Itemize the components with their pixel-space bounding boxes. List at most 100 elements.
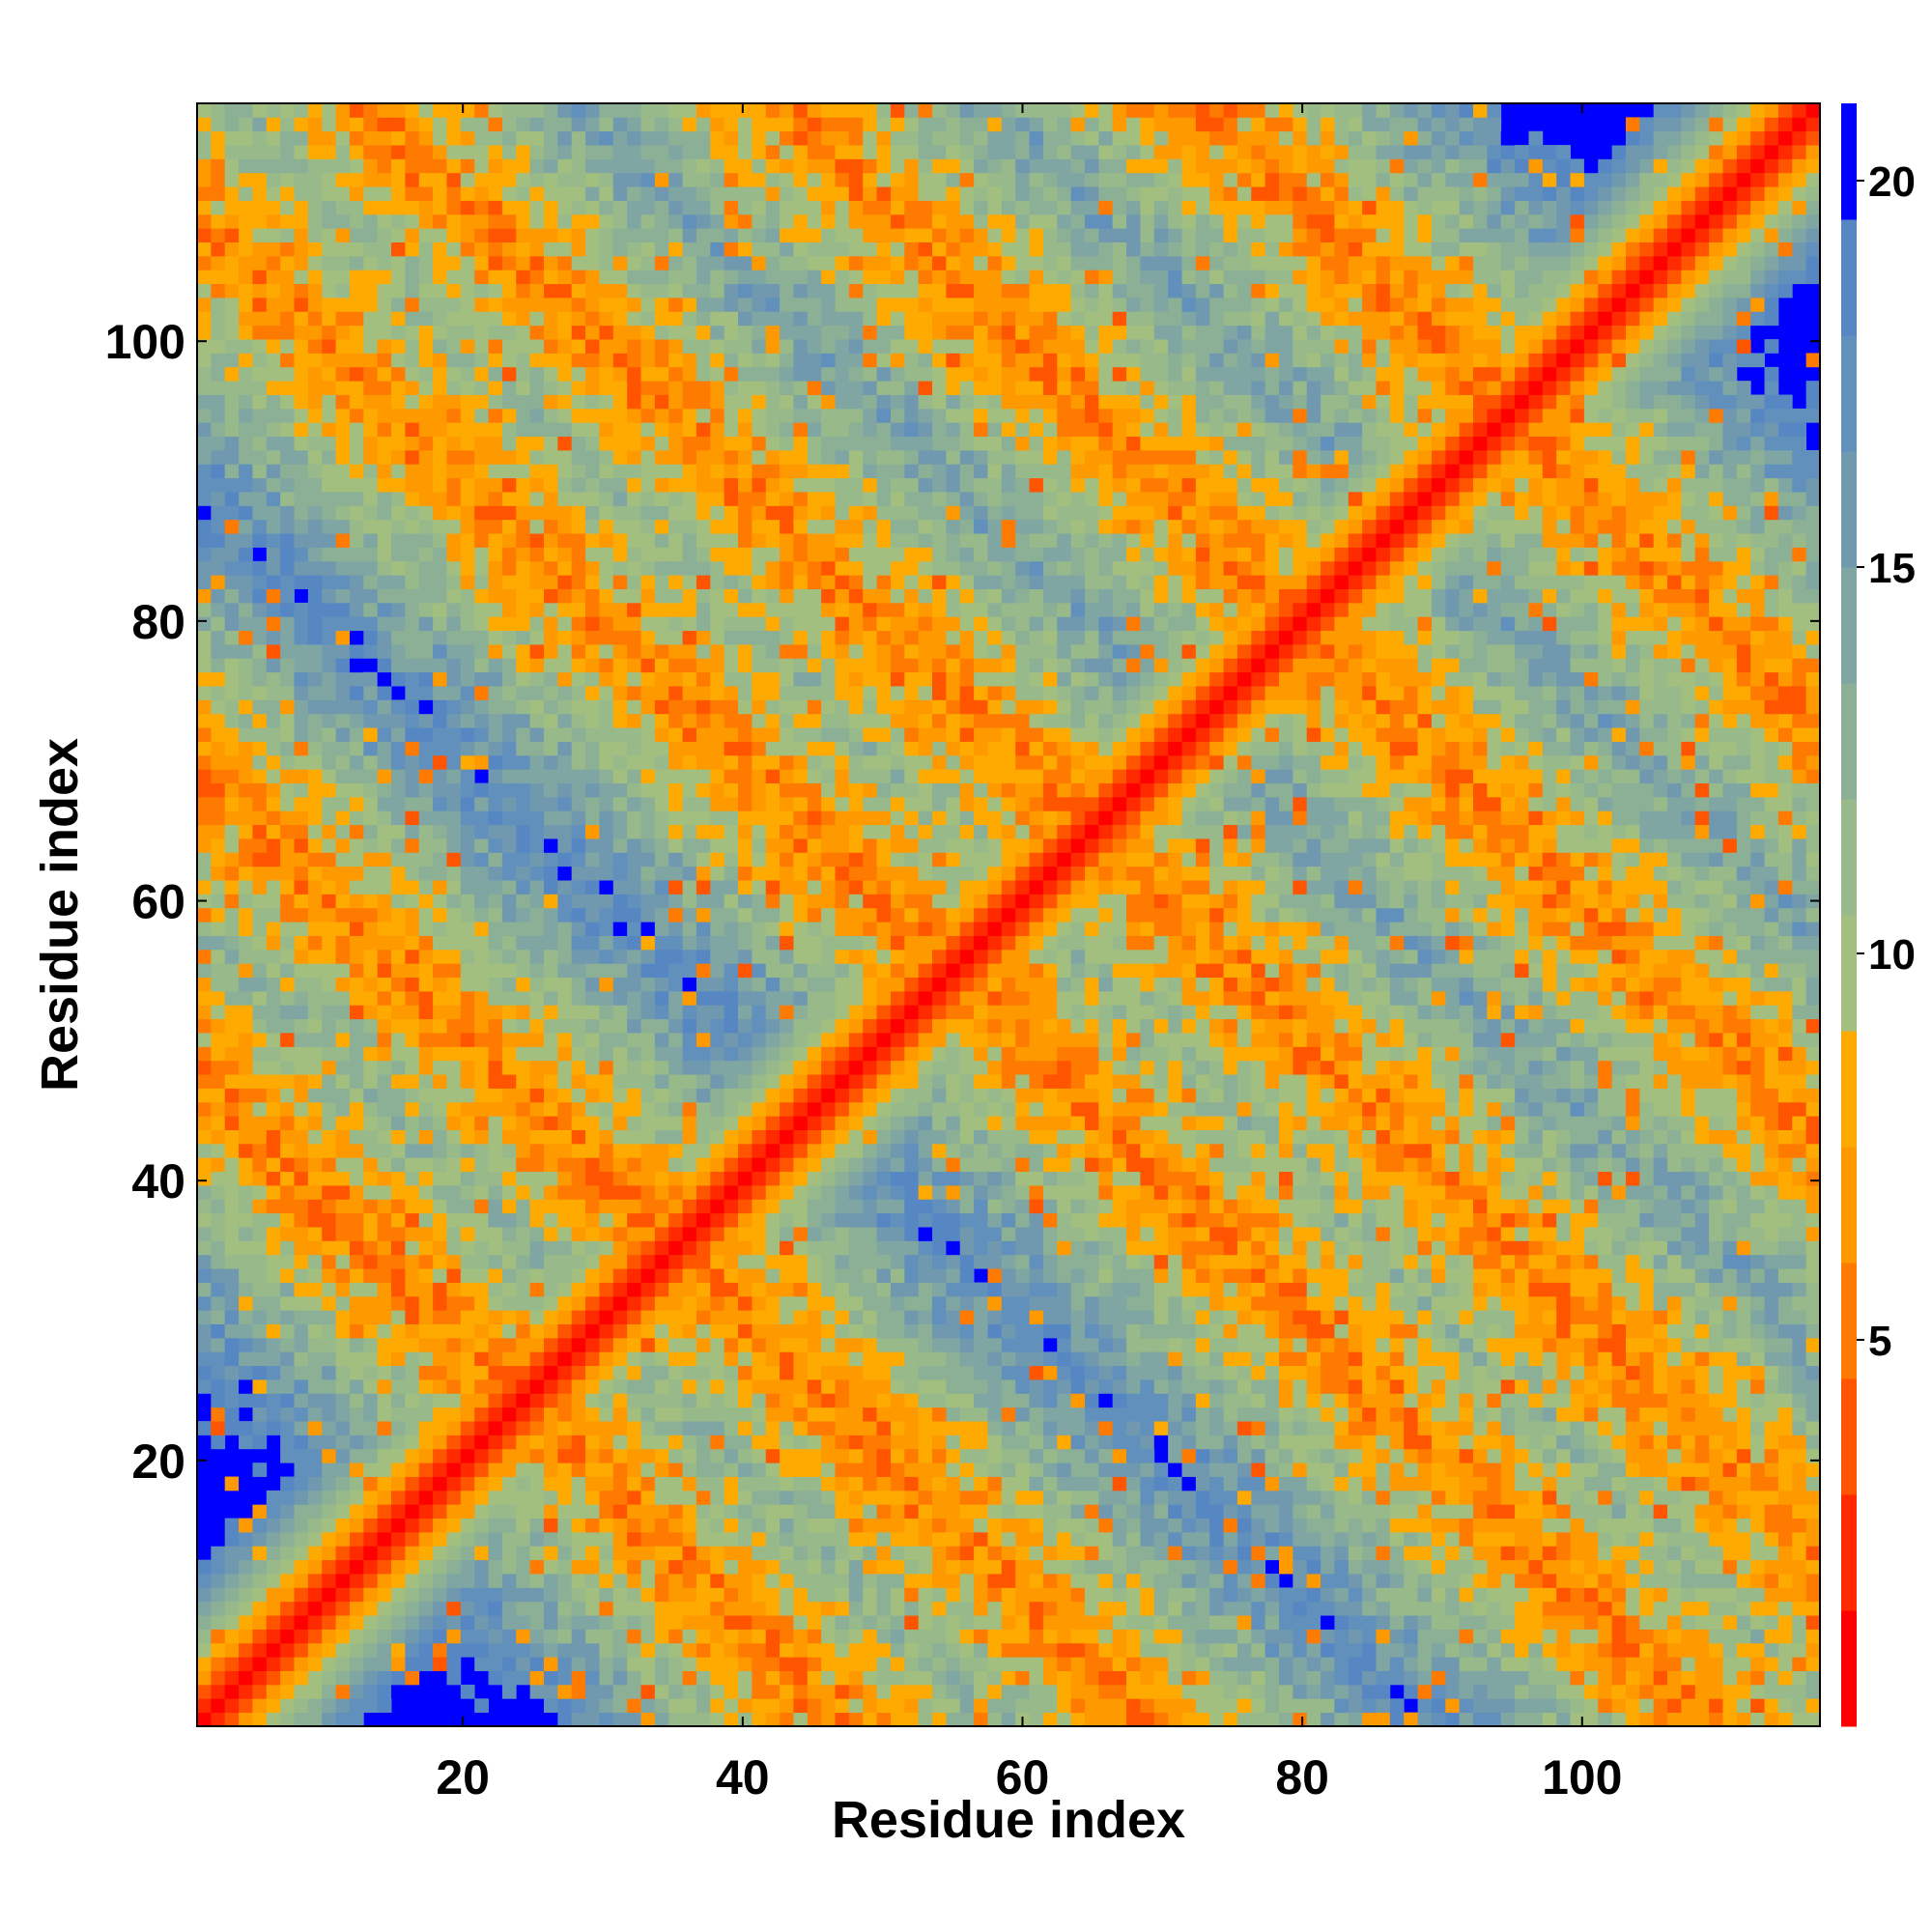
heatmap-cell bbox=[710, 907, 725, 923]
heatmap-cell bbox=[322, 1393, 336, 1408]
heatmap-cell bbox=[211, 492, 226, 506]
heatmap-cell bbox=[294, 907, 309, 923]
heatmap-cell bbox=[391, 713, 406, 728]
heatmap-cell bbox=[543, 1670, 558, 1686]
heatmap-cell bbox=[627, 671, 641, 687]
heatmap-cell bbox=[765, 1351, 781, 1367]
heatmap-cell bbox=[349, 796, 364, 811]
heatmap-cell bbox=[474, 1337, 489, 1352]
heatmap-cell bbox=[405, 1351, 420, 1367]
heatmap-cell bbox=[197, 270, 212, 285]
heatmap-cell bbox=[585, 671, 600, 687]
heatmap-cell bbox=[571, 117, 586, 132]
heatmap-cell bbox=[724, 658, 739, 673]
heatmap-cell bbox=[446, 519, 462, 534]
heatmap-cell bbox=[612, 1171, 628, 1186]
heatmap-cell bbox=[780, 1670, 794, 1686]
heatmap-cell bbox=[322, 796, 336, 811]
heatmap-cell bbox=[752, 1504, 767, 1520]
heatmap-cell bbox=[599, 1046, 614, 1062]
heatmap-cell bbox=[307, 1060, 323, 1075]
heatmap-cell bbox=[418, 1657, 434, 1671]
heatmap-cell bbox=[280, 1615, 295, 1630]
heatmap-cell bbox=[654, 1157, 669, 1173]
heatmap-cell bbox=[529, 1615, 545, 1630]
heatmap-cell bbox=[780, 671, 794, 687]
heatmap-cell bbox=[446, 381, 462, 395]
heatmap-cell bbox=[668, 1310, 683, 1324]
heatmap-cell bbox=[501, 1463, 517, 1477]
heatmap-cell bbox=[765, 1116, 781, 1130]
heatmap-cell bbox=[571, 727, 586, 742]
heatmap-cell bbox=[239, 1323, 253, 1339]
heatmap-cell bbox=[307, 1046, 323, 1062]
heatmap-cell bbox=[224, 963, 240, 979]
heatmap-cell bbox=[252, 1504, 268, 1520]
heatmap-cell bbox=[239, 1046, 253, 1062]
heatmap-cell bbox=[640, 796, 656, 811]
heatmap-cell bbox=[599, 1435, 614, 1450]
heatmap-cell bbox=[335, 436, 351, 451]
heatmap-cell bbox=[599, 1268, 614, 1283]
heatmap-cell bbox=[780, 838, 794, 853]
heatmap-cell bbox=[543, 1574, 558, 1588]
heatmap-cell bbox=[252, 394, 268, 410]
heatmap-cell bbox=[335, 464, 351, 479]
heatmap-cell bbox=[266, 1574, 281, 1588]
heatmap-cell bbox=[516, 519, 531, 534]
heatmap-cell bbox=[529, 1227, 545, 1241]
heatmap-cell bbox=[599, 1143, 614, 1158]
heatmap-cell bbox=[460, 492, 475, 506]
heatmap-cell bbox=[543, 602, 558, 617]
heatmap-cell bbox=[654, 1657, 669, 1671]
heatmap-cell bbox=[696, 270, 711, 285]
heatmap-cell bbox=[668, 436, 683, 451]
heatmap-cell bbox=[627, 533, 641, 548]
heatmap-cell bbox=[460, 533, 475, 548]
heatmap-cell bbox=[627, 1116, 641, 1130]
heatmap-cell bbox=[640, 824, 656, 839]
heatmap-cell bbox=[405, 145, 420, 159]
heatmap-cell bbox=[654, 464, 669, 479]
heatmap-cell bbox=[418, 671, 434, 687]
heatmap-cells bbox=[197, 103, 1821, 1727]
heatmap-cell bbox=[322, 1435, 336, 1450]
heatmap-cell bbox=[501, 505, 517, 521]
heatmap-cell bbox=[266, 796, 281, 811]
heatmap-cell bbox=[405, 1088, 420, 1103]
heatmap-cell bbox=[627, 727, 641, 742]
heatmap-cell bbox=[765, 366, 781, 382]
heatmap-cell bbox=[710, 1421, 725, 1435]
heatmap-cell bbox=[252, 283, 268, 298]
heatmap-cell bbox=[418, 810, 434, 826]
heatmap-cell bbox=[654, 436, 669, 451]
heatmap-cell bbox=[377, 1143, 392, 1158]
heatmap-cell bbox=[654, 838, 669, 853]
heatmap-cell bbox=[280, 436, 295, 451]
heatmap-cell bbox=[322, 782, 336, 798]
heatmap-cell bbox=[239, 935, 253, 951]
heatmap-cell bbox=[585, 1712, 600, 1727]
heatmap-cell bbox=[710, 103, 725, 118]
heatmap-cell bbox=[780, 394, 794, 410]
heatmap-cell bbox=[239, 880, 253, 895]
heatmap-cell bbox=[294, 935, 309, 951]
heatmap-cell bbox=[294, 852, 309, 867]
heatmap-cell bbox=[654, 1171, 669, 1186]
heatmap-cell bbox=[557, 907, 573, 923]
heatmap-cell bbox=[627, 1227, 641, 1241]
heatmap-cell bbox=[418, 1587, 434, 1603]
heatmap-cell bbox=[280, 852, 295, 867]
heatmap-cell bbox=[322, 838, 336, 853]
heatmap-cell bbox=[543, 1435, 558, 1450]
heatmap-cell bbox=[696, 1435, 711, 1450]
heatmap-cell bbox=[307, 339, 323, 354]
heatmap-cell bbox=[197, 464, 212, 479]
heatmap-cell bbox=[377, 1240, 392, 1256]
heatmap-cell bbox=[474, 477, 489, 493]
heatmap-cell bbox=[239, 1393, 253, 1408]
heatmap-cell bbox=[640, 422, 656, 438]
heatmap-cell bbox=[488, 366, 503, 382]
heatmap-cell bbox=[211, 1033, 226, 1047]
heatmap-cell bbox=[738, 145, 753, 159]
